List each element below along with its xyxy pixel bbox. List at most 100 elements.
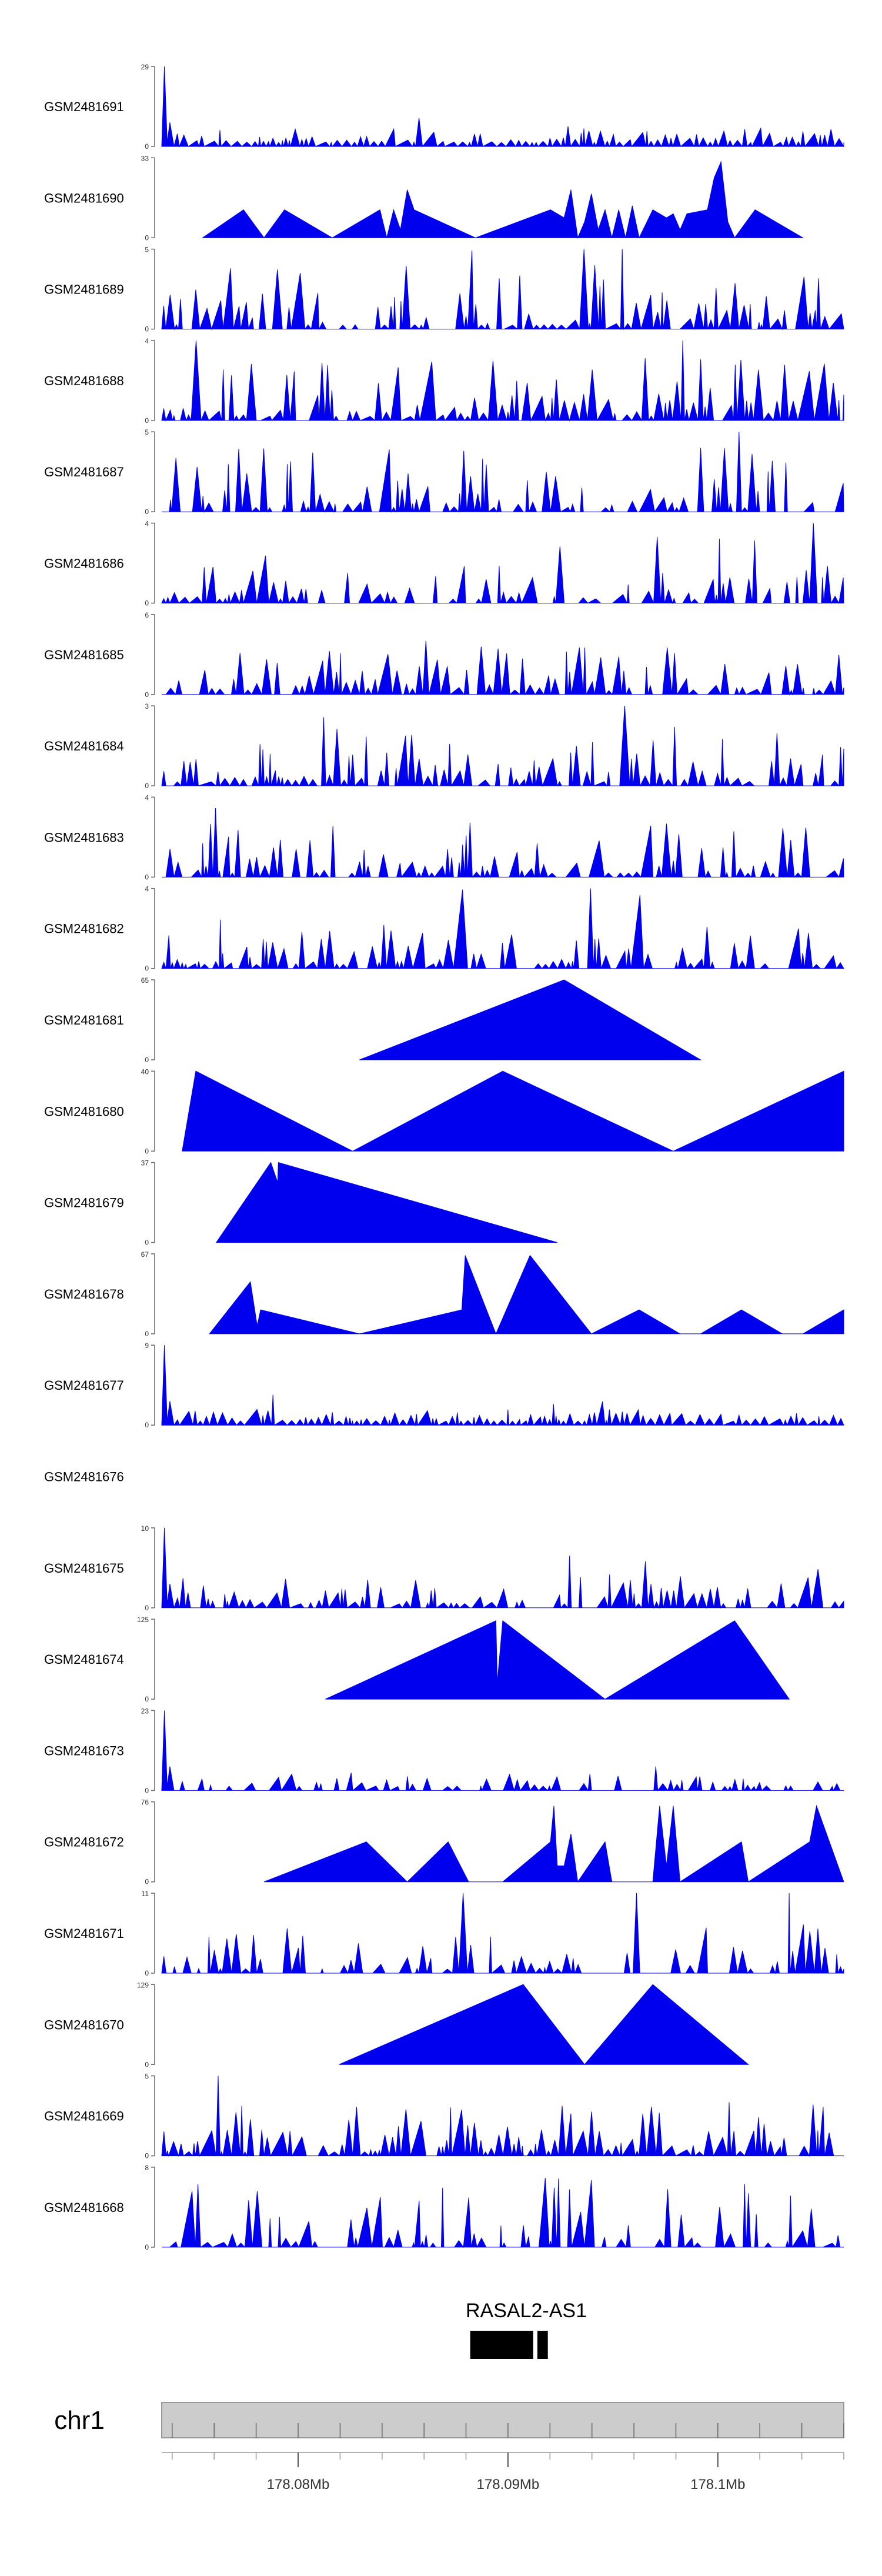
coverage-area: [209, 1254, 844, 1335]
coverage-area: [162, 2178, 844, 2248]
y-max-label: 37: [141, 1159, 149, 1167]
track-label: GSM2481685: [44, 648, 124, 662]
track-label: GSM2481673: [44, 1743, 124, 1758]
track-label: GSM2481690: [44, 191, 124, 205]
track-GSM2481683: GSM2481683 4 0: [44, 793, 844, 881]
track-GSM2481668: GSM2481668 8 0: [44, 2164, 844, 2251]
coverage-area: [161, 1710, 844, 1792]
coverage-area: [161, 1893, 844, 1974]
track-GSM2481687: GSM2481687 5 0: [44, 428, 844, 516]
y-max-label: 29: [141, 63, 149, 71]
chromosome-ticks: 178.08Mb 178.09Mb 178.1Mb: [162, 2423, 844, 2492]
coverage-area: [215, 1162, 557, 1243]
track-GSM2481671: GSM2481671 11 0: [44, 1890, 844, 1977]
y-min-label: 0: [145, 1421, 149, 1429]
y-max-label: 65: [141, 976, 149, 985]
track-label: GSM2481675: [44, 1561, 124, 1576]
y-min-label: 0: [145, 873, 149, 881]
y-max-label: 23: [141, 1707, 149, 1715]
tick-label: 178.08Mb: [267, 2477, 330, 2492]
track-label: GSM2481674: [44, 1652, 124, 1667]
y-max-label: 125: [137, 1616, 149, 1624]
y-min-label: 0: [145, 2060, 149, 2068]
track-GSM2481680: GSM2481680 40 0: [44, 1067, 844, 1155]
chromosome-axis: chr1 178.08Mb 178.09Mb 178.1Mb: [54, 2402, 844, 2492]
track-GSM2481688: GSM2481688 4 0: [44, 337, 844, 425]
coverage-area: [201, 161, 804, 239]
y-min-label: 0: [145, 1604, 149, 1612]
y-min-label: 0: [145, 1969, 149, 1977]
coverage-area: [325, 1620, 790, 1700]
y-min-label: 0: [145, 1147, 149, 1155]
track-GSM2481679: GSM2481679 37 0: [44, 1159, 557, 1247]
y-min-label: 0: [145, 416, 149, 425]
track-GSM2481669: GSM2481669 5 0: [44, 2073, 844, 2160]
coverage-area: [161, 249, 844, 331]
track-label: GSM2481671: [44, 1926, 124, 1941]
chromosome-band: [161, 2402, 844, 2438]
y-max-label: 8: [145, 2164, 149, 2172]
coverage-area: [161, 2076, 844, 2157]
track-GSM2481675: GSM2481675 10 0: [44, 1524, 844, 1612]
coverage-area: [161, 888, 844, 970]
y-max-label: 4: [145, 793, 149, 802]
y-min-label: 0: [145, 965, 149, 973]
y-min-label: 0: [145, 1695, 149, 1703]
y-min-label: 0: [145, 508, 149, 516]
y-max-label: 5: [145, 246, 149, 254]
track-GSM2481685: GSM2481685 6 0: [44, 611, 844, 699]
coverage-area: [162, 807, 844, 879]
y-max-label: 3: [145, 702, 149, 710]
track-GSM2481682: GSM2481682 4 0: [44, 885, 844, 973]
y-min-label: 0: [145, 233, 149, 242]
coverage-area: [161, 706, 844, 787]
y-max-label: 4: [145, 337, 149, 345]
track-GSM2481689: GSM2481689 5 0: [44, 246, 844, 333]
tick-label: 178.09Mb: [477, 2477, 540, 2492]
y-max-label: 5: [145, 2073, 149, 2081]
y-min-label: 0: [145, 1056, 149, 1064]
y-min-label: 0: [145, 690, 149, 699]
track-label: GSM2481686: [44, 556, 124, 571]
track-GSM2481677: GSM2481677 9 0: [44, 1342, 844, 1429]
gene-track: RASAL2-AS1: [466, 2300, 587, 2359]
gene-label: RASAL2-AS1: [466, 2300, 587, 2322]
tick-label: 178.1Mb: [690, 2477, 745, 2492]
y-min-label: 0: [145, 1786, 149, 1794]
y-min-label: 0: [145, 1239, 149, 1247]
track-GSM2481673: GSM2481673 23 0: [44, 1707, 844, 1794]
y-max-label: 6: [145, 611, 149, 619]
track-label: GSM2481687: [44, 465, 124, 479]
track-label: GSM2481669: [44, 2109, 124, 2124]
y-max-label: 33: [141, 154, 149, 162]
track-GSM2481691: GSM2481691 29 0: [44, 63, 844, 151]
y-max-label: 40: [141, 1067, 149, 1076]
track-label: GSM2481683: [44, 830, 124, 845]
y-max-label: 4: [145, 885, 149, 893]
track-label: GSM2481681: [44, 1013, 124, 1027]
coverage-area: [161, 66, 844, 148]
track-GSM2481678: GSM2481678 67 0: [44, 1250, 844, 1338]
track-label: GSM2481676: [44, 1470, 124, 1484]
coverage-area: [161, 1345, 844, 1427]
coverage-area: [162, 640, 844, 696]
track-GSM2481670: GSM2481670 129 0: [44, 1981, 749, 2068]
y-min-label: 0: [145, 1330, 149, 1338]
y-min-label: 0: [145, 1878, 149, 1886]
y-max-label: 67: [141, 1250, 149, 1259]
track-label: GSM2481678: [44, 1287, 124, 1302]
track-GSM2481676: GSM2481676: [44, 1470, 124, 1484]
track-label: GSM2481670: [44, 2017, 124, 2032]
y-max-label: 129: [137, 1981, 149, 1989]
y-max-label: 5: [145, 428, 149, 436]
track-label: GSM2481691: [44, 99, 124, 114]
track-label: GSM2481668: [44, 2200, 124, 2215]
chromosome-label: chr1: [54, 2406, 105, 2435]
y-max-label: 10: [141, 1524, 149, 1533]
y-max-label: 4: [145, 520, 149, 528]
coverage-area: [162, 432, 844, 513]
coverage-area: [182, 1070, 844, 1152]
track-label: GSM2481684: [44, 739, 124, 753]
y-max-label: 76: [141, 1798, 149, 1807]
